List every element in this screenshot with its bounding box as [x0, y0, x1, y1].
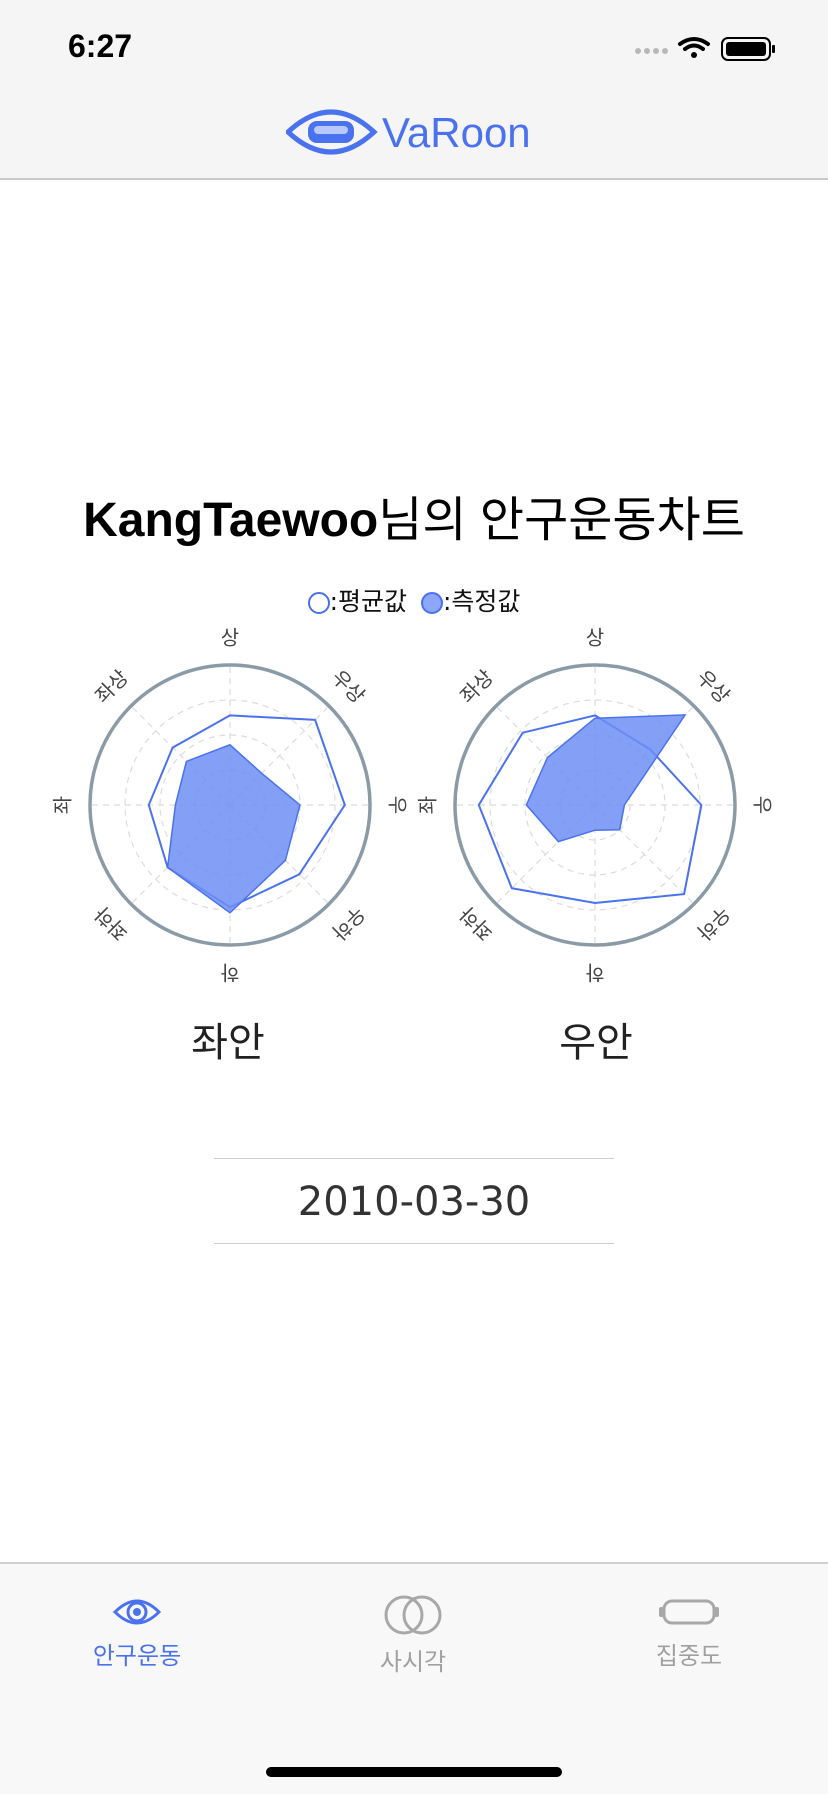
left-eye-label: 좌안 [191, 1020, 265, 1066]
radar-axis-label: 좌하 [455, 902, 498, 945]
radar-axis-label: 좌 [51, 796, 75, 814]
measured-series-polygon [166, 743, 301, 914]
radar-outer-ring [453, 663, 737, 947]
radar-axis-label: 하 [586, 961, 604, 985]
radar-axis-label: 우 [386, 796, 410, 814]
wifi-icon [678, 37, 710, 58]
radar-axis-label: 우하 [327, 902, 370, 945]
cellular-signal-icon [635, 48, 668, 54]
right-eye-label: 우안 [559, 1020, 633, 1066]
measured-legend-marker [420, 592, 443, 614]
status-bar: 6:27 [0, 0, 828, 88]
nav-bar: VaRoon [0, 88, 828, 180]
average-legend-label: :평균값 [329, 587, 408, 616]
average-legend-marker [307, 592, 330, 614]
tab-label: 안구운동 [92, 1642, 182, 1670]
measured-series-polygon [525, 714, 687, 843]
eye-logo-icon [286, 109, 378, 155]
logo-text: VaRoon [382, 109, 531, 156]
tab-strabismus-angle[interactable]: 사시각 [328, 1594, 498, 1684]
status-time: 6:27 [68, 28, 133, 64]
radar-outer-ring [88, 663, 372, 947]
measured-legend-label: :측정값 [442, 587, 521, 616]
tab-bar: 안구운동 사시각 집중도 [0, 1562, 828, 1794]
radar-axis-label: 좌하 [90, 902, 133, 945]
battery-icon [721, 37, 775, 61]
user-name: KangTaewoo [83, 494, 379, 547]
radar-axis-label: 우하 [692, 902, 735, 945]
average-series-polygon [477, 714, 703, 905]
date-picker-field[interactable]: 2010-03-30 [214, 1158, 614, 1244]
radar-axis-label: 우상 [327, 665, 370, 708]
radar-axis-label: 상 [586, 626, 604, 650]
radar-axis-label: 좌 [416, 796, 440, 814]
tab-label: 집중도 [655, 1642, 723, 1670]
page-title: KangTaewoo님의 안구운동차트 [0, 480, 828, 550]
vr-headset-icon [659, 1599, 719, 1625]
overlapping-circles-icon [384, 1595, 442, 1635]
chart-legend: :평균값 :측정값 [0, 582, 828, 618]
radar-axis-label: 상 [221, 626, 239, 650]
radar-axis-label: 하 [221, 961, 239, 985]
radar-axis-label: 좌상 [455, 665, 498, 708]
tab-concentration[interactable]: 집중도 [604, 1594, 774, 1684]
radar-axis-label: 좌상 [90, 665, 133, 708]
status-icons [635, 37, 775, 61]
radar-axis-label: 우상 [692, 665, 735, 708]
home-indicator [266, 1767, 562, 1777]
title-suffix: 님의 안구운동차트 [378, 494, 745, 547]
tab-eye-exercise[interactable]: 안구운동 [52, 1594, 222, 1684]
varoon-logo: VaRoon [286, 109, 531, 156]
radar-axis-label: 우 [751, 796, 775, 814]
eye-icon [112, 1599, 162, 1625]
tab-label: 사시각 [379, 1648, 447, 1676]
